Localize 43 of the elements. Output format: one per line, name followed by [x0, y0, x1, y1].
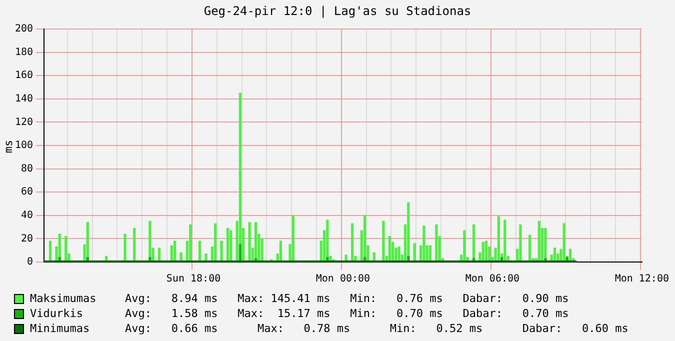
text: Avg: 1.58 ms Max: 15.17 ms Min: 0.70 ms Dabar: 0.70 ms: [125, 306, 569, 321]
y-tick-label: 20: [21, 233, 34, 244]
bar: [504, 220, 506, 262]
bar: [292, 215, 294, 262]
bar: [214, 223, 217, 262]
y-tick-label: 160: [15, 70, 34, 82]
bar: [398, 246, 400, 262]
y-tick-label: 180: [15, 46, 34, 58]
y-axis-title: ms: [2, 140, 16, 154]
y-tick-label: 40: [21, 210, 34, 221]
y-tick-label: 140: [15, 93, 34, 104]
x-tick-label: Mon 12:00: [614, 274, 669, 285]
bar: [248, 222, 251, 262]
y-tick-label: 80: [21, 163, 34, 174]
bar: [435, 224, 438, 262]
bar: [562, 223, 566, 262]
y-tick-label: 100: [15, 140, 34, 152]
bar: [463, 230, 466, 262]
bar: [220, 240, 223, 262]
y-tick-label: 200: [15, 24, 34, 35]
legend-label: Vidurkis: [30, 306, 84, 321]
bar: [519, 224, 522, 262]
legend-label: Minimumas: [30, 321, 91, 336]
bar: [538, 220, 540, 262]
y-tick-label: 60: [21, 186, 34, 198]
bar: [189, 224, 192, 262]
x-tick-label: Mon 00:00: [316, 274, 370, 285]
bar: [133, 228, 136, 262]
bar: [230, 230, 232, 262]
chart-title: Geg-24-pir 12:0 | Lag'as su Stadionas: [202, 4, 472, 18]
x-tick-label: Mon 06:00: [465, 274, 520, 285]
y-tick-label: 0: [27, 256, 34, 268]
legend-label: Maksimumas: [30, 291, 98, 306]
bar: [350, 223, 354, 262]
text: Avg: 0.66 ms Max: 0.78 ms Min: 0.52 ms Dabar: 0.60 ms: [125, 321, 628, 336]
bar: [382, 220, 385, 262]
bar: [422, 226, 426, 262]
text: Avg: 8.94 ms Max: 145.41 ms Min: 0.76 ms Dabar: 0.90 ms: [125, 291, 569, 306]
y-tick-label: 120: [15, 116, 34, 128]
bar: [497, 216, 500, 262]
x-tick-label: Sun 18:00: [166, 274, 221, 285]
bar: [124, 234, 126, 262]
bar: [226, 228, 230, 262]
